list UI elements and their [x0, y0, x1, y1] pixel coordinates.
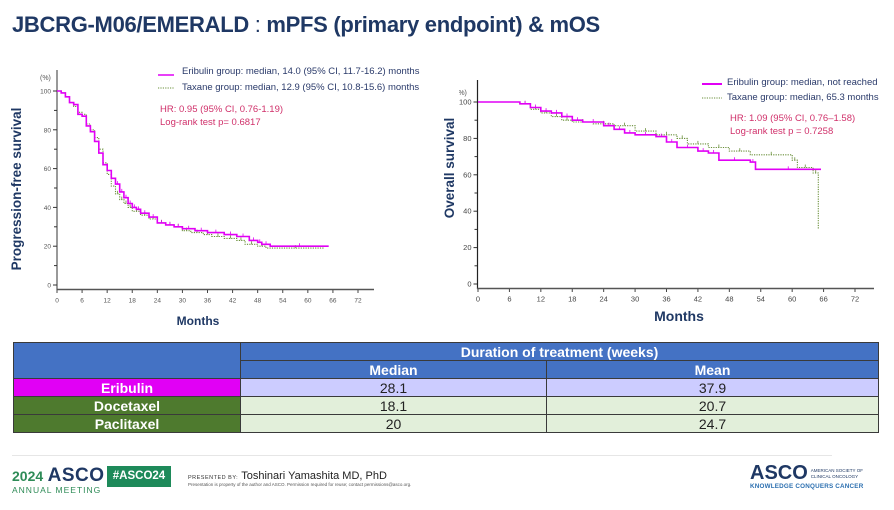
table-corner-cell — [13, 342, 241, 379]
asco-logo-word: ASCO — [750, 462, 808, 484]
table-header-row-1: Duration of treatment (weeks) — [13, 342, 879, 379]
presented-by-label: PRESENTED BY: — [188, 475, 239, 481]
x-tick-label: 66 — [819, 295, 827, 304]
x-tick-label: 42 — [694, 295, 702, 304]
x-tick-label: 54 — [279, 298, 287, 305]
x-tick-label: 42 — [229, 298, 237, 305]
pfs-logrank: Log-rank test p= 0.6817 — [160, 117, 261, 128]
logo-year: 2024 — [12, 468, 44, 484]
society-name: AMERICAN SOCIETY OF CLINICAL ONCOLOGY — [811, 468, 863, 480]
table-col-mean: Mean — [546, 360, 879, 379]
logo-annual-meeting: ANNUAL MEETING — [12, 485, 102, 495]
os-legend-taxane: Taxane group: median, 65.3 months — [727, 92, 879, 103]
x-tick-label: 66 — [329, 298, 337, 305]
x-tick-label: 30 — [179, 298, 187, 305]
pfs-y-axis-title: Progression-free survival — [9, 108, 24, 271]
os-x-axis-title: Months — [654, 308, 704, 324]
disclaimer: Presentation is property of the author a… — [188, 482, 412, 487]
x-tick-label: 48 — [254, 298, 262, 305]
x-tick-label: 60 — [304, 298, 312, 305]
slide-title: JBCRG-M06/EMERALD : mPFS (primary endpoi… — [12, 12, 600, 38]
row-label-eribulin: Eribulin — [13, 378, 241, 397]
row-label-paclitaxel: Paclitaxel — [13, 414, 241, 433]
asco-tagline: KNOWLEDGE CONQUERS CANCER — [750, 483, 864, 490]
y-tick-label: 20 — [463, 243, 471, 252]
x-tick-label: 30 — [631, 295, 639, 304]
os-y-unit: (%) — [456, 90, 467, 97]
x-tick-label: 60 — [788, 295, 796, 304]
cell-median: 18.1 — [240, 396, 547, 415]
y-tick-label: 100 — [459, 98, 472, 107]
table-group-header: Duration of treatment (weeks) — [240, 342, 879, 361]
y-tick-label: 60 — [44, 166, 52, 173]
x-tick-label: 6 — [507, 295, 511, 304]
asco-society-logo: ASCO AMERICAN SOCIETY OF CLINICAL ONCOLOGY… — [750, 462, 882, 490]
title-separator: : — [248, 12, 267, 37]
presenter-line: PRESENTED BY: Toshinari Yamashita MD, PhD — [188, 466, 387, 484]
curve-eribulin — [57, 90, 329, 247]
x-tick-label: 18 — [568, 295, 576, 304]
duration-table: Duration of treatment (weeks) Median Mea… — [13, 342, 879, 433]
cell-median: 20 — [240, 414, 547, 433]
title-main: JBCRG-M06/EMERALD — [12, 12, 249, 37]
cell-median: 28.1 — [240, 378, 547, 397]
pfs-x-axis-title: Months — [177, 314, 220, 328]
title-sub: mPFS (primary endpoint) & mOS — [266, 12, 600, 37]
os-hr: HR: 1.09 (95% CI, 0.76–1.58) — [730, 113, 855, 124]
x-tick-label: 6 — [80, 298, 84, 305]
footer-divider — [12, 455, 832, 456]
pfs-legend-taxane: Taxane group: median, 12.9 (95% CI, 10.8… — [182, 82, 419, 93]
x-tick-label: 54 — [757, 295, 765, 304]
survival-charts: Progression-free survival (%) 0204060801… — [9, 66, 879, 328]
table-row: Docetaxel 18.1 20.7 — [13, 396, 879, 415]
x-tick-label: 24 — [154, 298, 162, 305]
presenter-name: Toshinari Yamashita MD, PhD — [241, 470, 387, 482]
pfs-legend-eribulin: Eribulin group: median, 14.0 (95% CI, 11… — [182, 66, 420, 77]
hashtag-badge: #ASCO24 — [107, 466, 171, 487]
y-tick-label: 0 — [47, 283, 51, 290]
x-tick-label: 0 — [476, 295, 480, 304]
y-tick-label: 80 — [463, 134, 471, 143]
os-chart: Overall survival (%) 0 20 40 60 80 100 0 6 12 18… — [442, 77, 879, 324]
y-tick-label: 20 — [44, 244, 52, 251]
society-line-1: AMERICAN SOCIETY OF — [810, 467, 863, 473]
cell-mean: 20.7 — [546, 396, 879, 415]
x-tick-label: 72 — [851, 295, 859, 304]
logo-asco: ASCO — [47, 465, 105, 486]
os-y-axis-title: Overall survival — [442, 118, 457, 219]
y-tick-label: 80 — [44, 127, 52, 134]
y-tick-label: 0 — [467, 280, 471, 289]
x-tick-label: 36 — [204, 298, 212, 305]
table-row: Paclitaxel 20 24.7 — [13, 414, 879, 433]
x-tick-label: 24 — [599, 295, 607, 304]
y-tick-label: 100 — [40, 89, 51, 96]
y-tick-label: 40 — [463, 207, 471, 216]
x-tick-label: 72 — [354, 298, 362, 305]
curve-taxane — [57, 90, 325, 249]
row-label-docetaxel: Docetaxel — [13, 396, 241, 415]
x-tick-label: 36 — [662, 295, 670, 304]
table-col-median: Median — [240, 360, 547, 379]
table-row: Eribulin 28.1 37.9 — [13, 378, 879, 397]
pfs-y-unit: (%) — [40, 75, 51, 82]
curve-taxane — [478, 101, 819, 230]
x-tick-label: 18 — [129, 298, 137, 305]
x-tick-label: 48 — [725, 295, 733, 304]
x-tick-label: 12 — [104, 298, 112, 305]
os-legend-eribulin: Eribulin group: median, not reached — [727, 77, 878, 88]
asco-annual-meeting-logo: 2024 ASCO ANNUAL MEETING — [12, 465, 105, 495]
cell-mean: 37.9 — [546, 378, 879, 397]
pfs-hr: HR: 0.95 (95% CI, 0.76-1.19) — [160, 104, 283, 115]
y-tick-label: 60 — [463, 170, 471, 179]
y-tick-label: 40 — [44, 205, 52, 212]
society-line-2: CLINICAL ONCOLOGY — [810, 473, 859, 479]
pfs-chart: Progression-free survival (%) 0204060801… — [9, 66, 420, 328]
x-tick-label: 0 — [55, 298, 59, 305]
cell-mean: 24.7 — [546, 414, 879, 433]
os-logrank: Log-rank test p = 0.7258 — [730, 126, 833, 137]
x-tick-label: 12 — [537, 295, 545, 304]
